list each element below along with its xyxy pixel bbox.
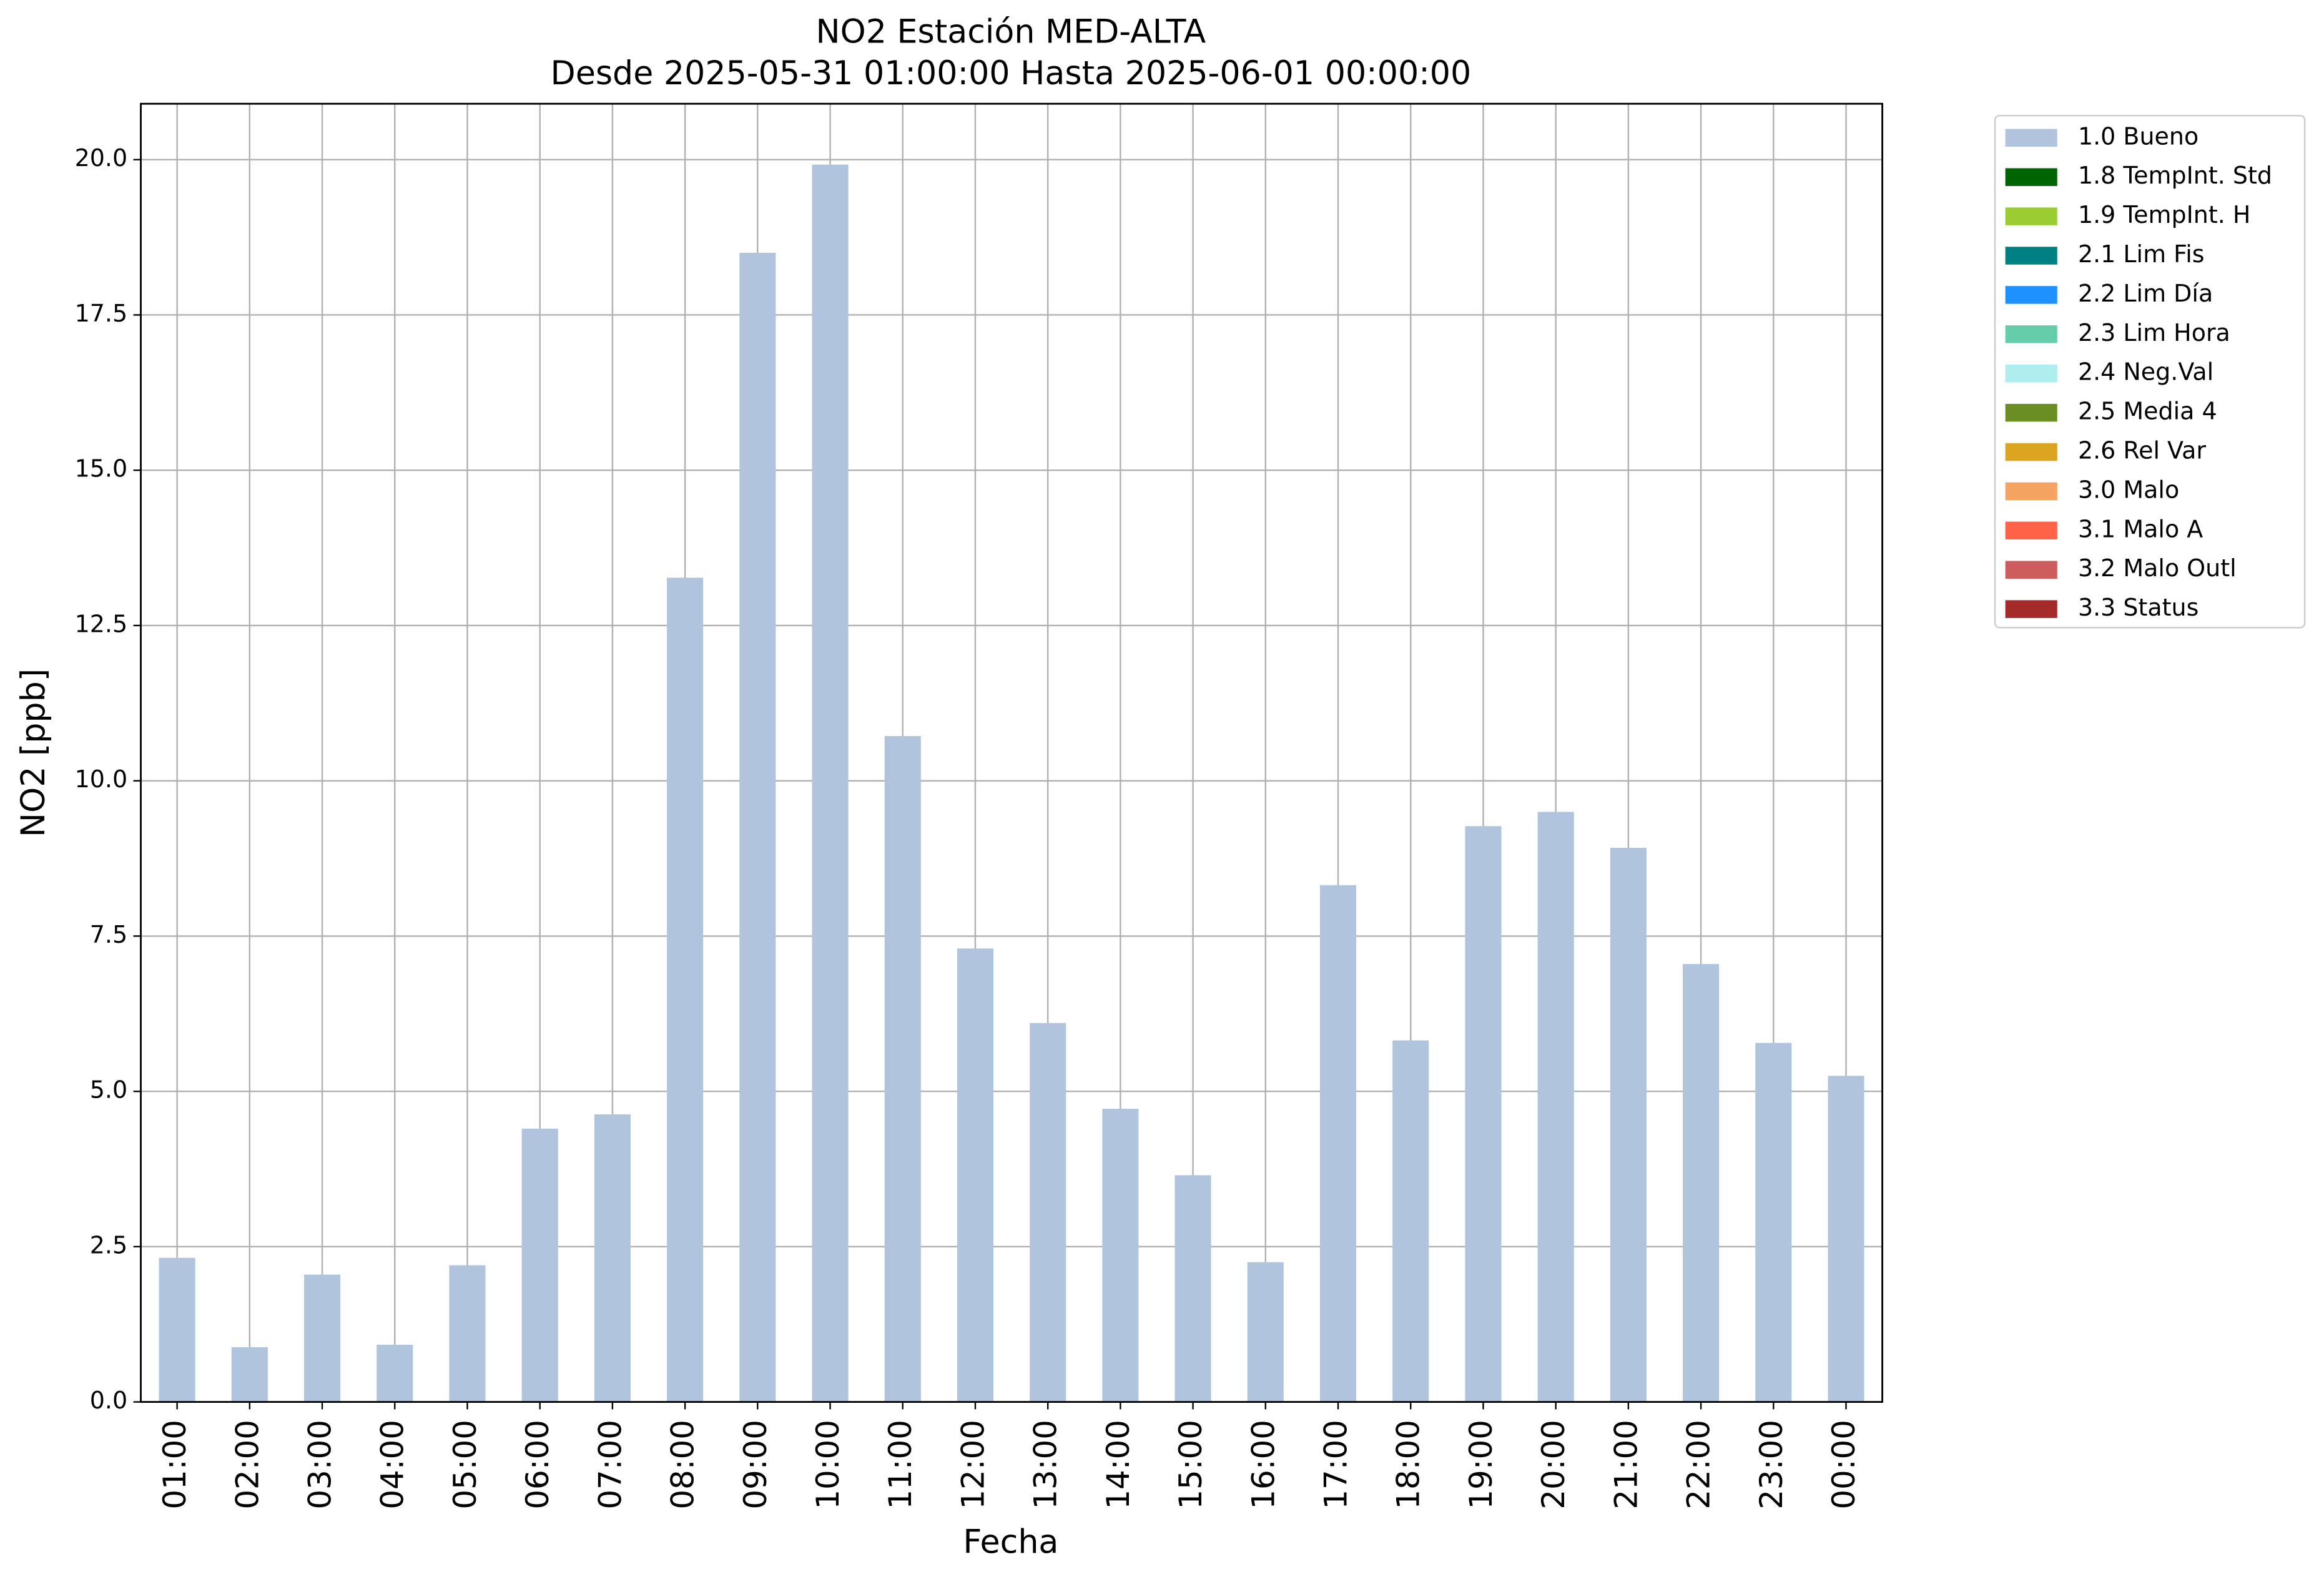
y-tick-label: 15.0 [75, 455, 128, 483]
x-tick-label: 22:00 [1681, 1420, 1717, 1510]
legend-swatch [2005, 325, 2057, 343]
x-tick-label: 02:00 [229, 1420, 265, 1510]
bar [521, 1128, 558, 1402]
bar [303, 1274, 341, 1402]
legend-swatch [2005, 207, 2057, 225]
x-tick-label: 05:00 [447, 1420, 483, 1510]
legend-label: 1.9 TempInt. H [2078, 201, 2250, 228]
x-tick-label: 11:00 [882, 1420, 918, 1510]
legend-label: 2.5 Media 4 [2078, 398, 2217, 425]
chart-title: NO2 Estación MED-ALTA [816, 14, 1206, 51]
legend-label: 1.0 Bueno [2078, 122, 2198, 150]
x-axis-label: Fecha [963, 1523, 1058, 1561]
legend-label: 3.2 Malo Outl [2078, 554, 2237, 582]
y-tick-label: 10.0 [75, 765, 128, 793]
y-tick-label: 12.5 [75, 610, 128, 637]
bar [1102, 1108, 1139, 1402]
bar [739, 252, 776, 1402]
legend-swatch [2005, 403, 2057, 422]
legend-label: 2.6 Rel Var [2078, 437, 2206, 464]
bar [231, 1347, 268, 1402]
legend-label: 1.8 TempInt. Std [2078, 162, 2272, 189]
bar [1610, 848, 1647, 1402]
bar [1537, 812, 1574, 1402]
legend-swatch [2005, 521, 2057, 540]
x-tick-label: 17:00 [1318, 1420, 1354, 1510]
legend-swatch [2005, 482, 2057, 501]
x-tick-label: 18:00 [1391, 1420, 1427, 1510]
bar [1247, 1262, 1284, 1402]
legend-box [1994, 114, 2306, 629]
legend-label: 2.1 Lim Fis [2078, 240, 2205, 268]
x-tick-label: 12:00 [955, 1420, 991, 1510]
legend-swatch [2005, 286, 2057, 304]
bar [884, 736, 921, 1402]
legend-swatch [2005, 600, 2057, 618]
x-tick-label: 23:00 [1753, 1420, 1790, 1510]
bar [1174, 1175, 1211, 1402]
bar [1755, 1043, 1792, 1402]
x-tick-label: 08:00 [665, 1420, 701, 1510]
y-tick-label: 7.5 [90, 921, 127, 948]
bar [449, 1265, 486, 1402]
legend-label: 3.0 Malo [2078, 476, 2179, 503]
legend-label: 3.1 Malo A [2078, 515, 2203, 543]
legend-swatch [2005, 443, 2057, 461]
legend-swatch [2005, 561, 2057, 579]
y-tick-label: 2.5 [90, 1231, 127, 1259]
x-tick-label: 10:00 [810, 1420, 846, 1510]
bar [594, 1114, 631, 1402]
x-tick-label: 06:00 [519, 1420, 556, 1510]
y-tick-label: 17.5 [75, 300, 128, 327]
bar [1683, 964, 1720, 1402]
x-tick-label: 09:00 [737, 1420, 774, 1510]
bar [377, 1345, 413, 1402]
x-tick-label: 20:00 [1535, 1420, 1572, 1510]
y-axis-label: NO2 [ppb] [15, 669, 52, 837]
bar [1392, 1040, 1429, 1402]
legend-label: 2.2 Lim Día [2078, 280, 2213, 307]
bar [957, 948, 994, 1402]
x-tick-label: 13:00 [1028, 1420, 1064, 1510]
legend-swatch [2005, 168, 2057, 186]
bar [1319, 885, 1357, 1402]
x-tick-label: 16:00 [1245, 1420, 1281, 1510]
x-tick-label: 00:00 [1826, 1420, 1862, 1510]
x-tick-label: 04:00 [375, 1420, 411, 1510]
x-tick-label: 14:00 [1100, 1420, 1136, 1510]
bar [1465, 826, 1502, 1402]
legend-swatch [2005, 129, 2057, 147]
bar [1828, 1076, 1864, 1402]
bar [812, 164, 849, 1402]
legend-label: 2.4 Neg.Val [2078, 358, 2213, 386]
y-tick-label: 0.0 [90, 1387, 127, 1414]
bar [667, 577, 704, 1402]
bar [1030, 1023, 1066, 1402]
x-tick-label: 21:00 [1608, 1420, 1644, 1510]
legend-swatch [2005, 364, 2057, 383]
x-tick-label: 03:00 [302, 1420, 338, 1510]
x-tick-label: 07:00 [592, 1420, 628, 1510]
bar [159, 1257, 195, 1402]
legend-label: 3.3 Status [2078, 594, 2198, 621]
y-tick-label: 20.0 [75, 144, 128, 172]
plot-frame [140, 102, 1884, 1403]
legend-label: 2.3 Lim Hora [2078, 319, 2230, 346]
legend-swatch [2005, 247, 2057, 265]
x-tick-label: 19:00 [1463, 1420, 1499, 1510]
chart-subtitle: Desde 2025-05-31 01:00:00 Hasta 2025-06-… [551, 55, 1472, 92]
y-tick-label: 5.0 [90, 1076, 127, 1104]
x-tick-label: 15:00 [1173, 1420, 1209, 1510]
x-tick-label: 01:00 [157, 1420, 193, 1510]
